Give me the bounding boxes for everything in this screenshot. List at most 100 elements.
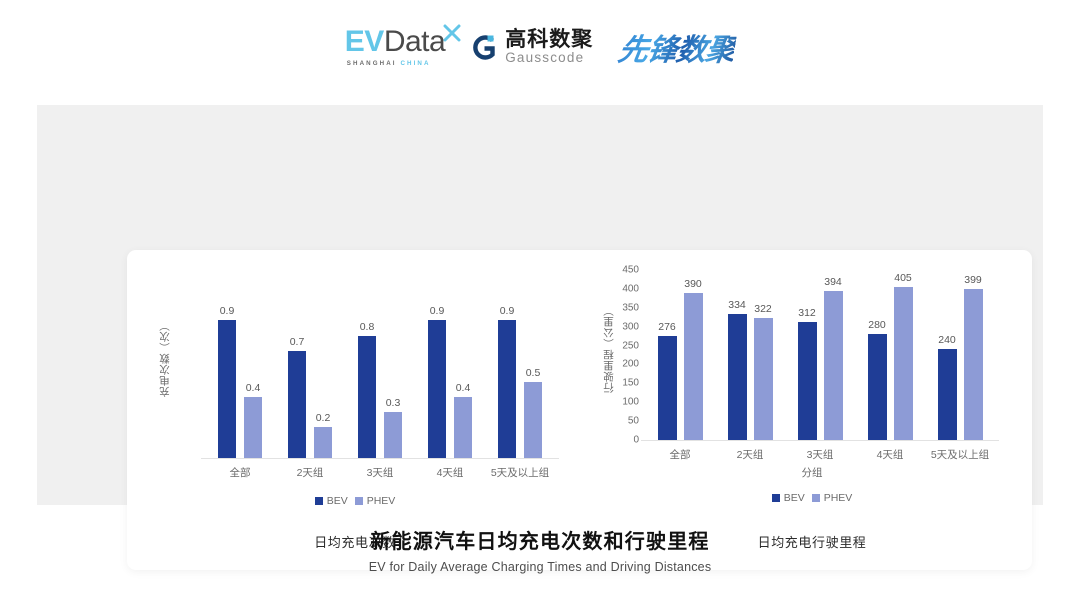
x-axis-category-label: 2天组 bbox=[736, 449, 764, 461]
footer-title-cn: 新能源汽车日均充电次数和行驶里程 bbox=[370, 531, 710, 553]
chart-daily-charging-times: 充电次数（次） 0.9 0.4 全部 0.7 0.2 2天组 0.8 0.3 3天组 0.9 0.4 4… bbox=[135, 250, 575, 570]
evdata-ev-text: EV bbox=[344, 25, 385, 58]
bar-value-label: 276 bbox=[658, 320, 676, 333]
bar-phev-0 bbox=[683, 292, 703, 440]
chart-card: 充电次数（次） 0.9 0.4 全部 0.7 0.2 2天组 0.8 0.3 3天组 0.9 0.4 4… bbox=[127, 250, 1032, 570]
legend-item-phev[interactable]: PHEV bbox=[811, 492, 853, 504]
y-axis-tick-label: 150 bbox=[622, 377, 639, 389]
bar-value-label: 399 bbox=[964, 274, 982, 287]
y-axis-tick-label: 450 bbox=[622, 264, 639, 276]
bar-phev-4 bbox=[524, 381, 542, 458]
bar-bev-3 bbox=[867, 334, 887, 440]
bar-value-label: 0.3 bbox=[385, 397, 401, 410]
bar-bev-2 bbox=[797, 322, 817, 440]
bar-phev-2 bbox=[823, 291, 843, 440]
chart-daily-driving-distance: 行驶里程（公里） 0 50 100 150 200 250 300 350 400 450 276 39… bbox=[597, 250, 1027, 570]
x-axis-baseline bbox=[641, 440, 999, 441]
y-axis-title: 充电次数（次） bbox=[159, 320, 171, 397]
y-axis-tick-label: 350 bbox=[622, 302, 639, 314]
bar-phev-0 bbox=[244, 396, 262, 458]
bar-bev-4 bbox=[937, 349, 957, 440]
legend-swatch-phev bbox=[354, 497, 363, 505]
legend-swatch-bev bbox=[314, 497, 323, 505]
legend-label: PHEV bbox=[823, 492, 853, 504]
y-axis-tick-label: 200 bbox=[622, 358, 639, 370]
footer-title-en: EV for Daily Average Charging Times and … bbox=[368, 560, 712, 574]
bar-value-label: 0.5 bbox=[525, 366, 541, 379]
legend-item-bev[interactable]: BEV bbox=[771, 492, 805, 504]
bar-phev-1 bbox=[314, 427, 332, 458]
gausscode-en-text: Gausscode bbox=[505, 50, 585, 66]
footer-caption: 新能源汽车日均充电次数和行驶里程 EV for Daily Average Ch… bbox=[0, 528, 1080, 574]
bar-value-label: 334 bbox=[728, 298, 746, 311]
evdata-tagline: SHANGHAI CHINA bbox=[347, 60, 431, 67]
bar-value-label: 0.2 bbox=[315, 412, 331, 425]
bar-bev-2 bbox=[358, 335, 376, 458]
y-axis-tick-label: 300 bbox=[622, 321, 639, 333]
bar-bev-3 bbox=[428, 320, 446, 458]
xianfeng-logo: 先锋数聚 bbox=[616, 25, 739, 69]
bar-value-label: 280 bbox=[868, 319, 886, 332]
x-mark-icon bbox=[443, 18, 461, 42]
bar-bev-1 bbox=[288, 350, 306, 458]
y-axis-tick-label: 100 bbox=[622, 396, 639, 408]
evdata-wordmark: EVData bbox=[344, 24, 461, 58]
x-axis-category-label: 5天及以上组 bbox=[930, 449, 990, 461]
y-axis-tick-label: 400 bbox=[622, 283, 639, 295]
content-panel: 充电次数（次） 0.9 0.4 全部 0.7 0.2 2天组 0.8 0.3 3天组 0.9 0.4 4… bbox=[37, 105, 1043, 570]
bar-phev-3 bbox=[454, 396, 472, 458]
bar-phev-3 bbox=[893, 287, 913, 440]
evdata-tagline-country: CHINA bbox=[400, 60, 431, 67]
bar-phev-1 bbox=[753, 318, 773, 440]
bar-phev-4 bbox=[963, 289, 983, 440]
logo-bar: EVData SHANGHAI CHINA 高科数聚 Gausscode 先锋数… bbox=[0, 18, 1080, 76]
x-axis-category-label: 全部 bbox=[229, 467, 251, 479]
gausscode-cn-text: 高科数聚 bbox=[505, 28, 594, 52]
x-axis-category-label: 4天组 bbox=[876, 449, 904, 461]
x-axis-category-label: 2天组 bbox=[296, 467, 324, 479]
bar-value-label: 322 bbox=[754, 303, 772, 316]
chart-legend: BEV PHEV bbox=[135, 495, 575, 507]
bar-value-label: 0.9 bbox=[429, 305, 445, 318]
y-axis-tick-label: 0 bbox=[633, 434, 639, 446]
bar-value-label: 405 bbox=[894, 272, 912, 284]
legend-item-phev[interactable]: PHEV bbox=[354, 495, 396, 507]
bar-bev-0 bbox=[218, 320, 236, 458]
bar-value-label: 0.9 bbox=[219, 305, 235, 318]
bar-bev-1 bbox=[727, 313, 747, 440]
legend-label: BEV bbox=[326, 495, 348, 507]
legend-swatch-phev bbox=[811, 494, 820, 502]
x-axis-category-label: 3天组 bbox=[806, 449, 834, 461]
x-axis-category-label: 3天组 bbox=[366, 467, 394, 479]
x-axis-category-label: 5天及以上组 bbox=[490, 467, 550, 479]
x-axis-title: 分组 bbox=[801, 467, 823, 479]
chart-caption: 日均充电次数 bbox=[314, 535, 396, 550]
bar-value-label: 390 bbox=[684, 277, 702, 290]
evdata-tagline-city: SHANGHAI bbox=[346, 60, 397, 67]
bar-value-label: 0.4 bbox=[245, 381, 261, 394]
x-axis-baseline bbox=[201, 458, 559, 459]
y-axis-tick-label: 50 bbox=[627, 415, 639, 427]
chart-legend: BEV PHEV bbox=[597, 492, 1027, 504]
x-axis-category-label: 4天组 bbox=[436, 467, 464, 479]
evdata-data-text: Data bbox=[383, 25, 446, 58]
legend-label: BEV bbox=[783, 492, 805, 504]
legend-swatch-bev bbox=[771, 494, 780, 502]
y-axis-tick-label: 250 bbox=[622, 340, 639, 352]
gausscode-logo: 高科数聚 Gausscode bbox=[471, 29, 593, 65]
bar-value-label: 0.7 bbox=[289, 335, 305, 348]
legend-label: PHEV bbox=[366, 495, 396, 507]
bar-value-label: 0.9 bbox=[499, 305, 515, 318]
evdata-logo: EVData SHANGHAI CHINA bbox=[344, 24, 461, 67]
bar-bev-0 bbox=[657, 335, 677, 440]
bar-value-label: 312 bbox=[798, 307, 816, 320]
bar-value-label: 394 bbox=[824, 276, 842, 289]
bar-value-label: 240 bbox=[938, 334, 956, 347]
chart-caption: 日均充电行驶里程 bbox=[757, 535, 867, 550]
bar-value-label: 0.4 bbox=[455, 381, 471, 394]
bar-value-label: 0.8 bbox=[359, 320, 375, 333]
x-axis-category-label: 全部 bbox=[669, 449, 691, 461]
legend-item-bev[interactable]: BEV bbox=[314, 495, 348, 507]
gausscode-c-mark-icon bbox=[471, 34, 498, 61]
bar-bev-4 bbox=[498, 320, 516, 458]
